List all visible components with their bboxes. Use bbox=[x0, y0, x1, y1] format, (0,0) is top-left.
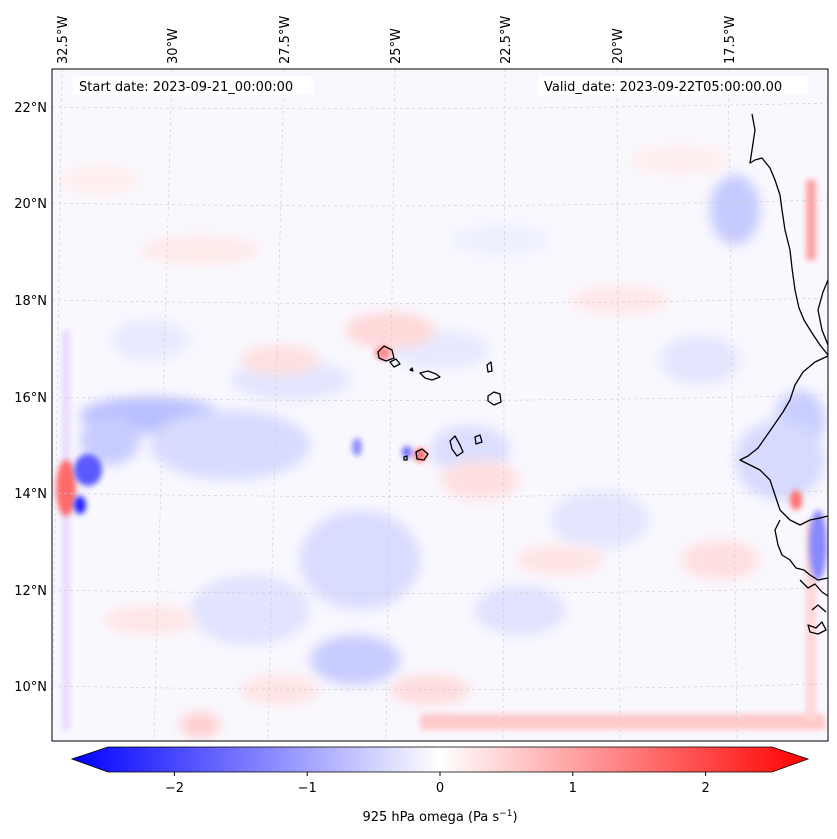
colorbar-tick-label: 1 bbox=[569, 781, 577, 796]
lat-label: 10°N bbox=[14, 680, 47, 695]
colorbar-ticks: −2 −1 0 1 2 bbox=[165, 772, 710, 796]
colorbar-body bbox=[70, 746, 810, 773]
map-panel bbox=[52, 69, 828, 741]
eastern-boundary-band bbox=[806, 180, 816, 260]
colorbar: −2 −1 0 1 2 925 hPa omega (Pa s−1) bbox=[70, 746, 810, 825]
start-date-box: Start date: 2023-09-21_00:00:00 bbox=[73, 76, 313, 95]
colorbar-label-close: ) bbox=[512, 810, 517, 825]
colorbar-tick-label: 0 bbox=[436, 781, 444, 796]
lon-label: 20°W bbox=[611, 28, 626, 64]
colorbar-label-text: 925 hPa omega (Pa s bbox=[362, 810, 499, 825]
coast-islets bbox=[799, 579, 828, 635]
fogo-island bbox=[415, 448, 429, 461]
colorbar-label: 925 hPa omega (Pa s−1) bbox=[362, 809, 517, 825]
positive-omega-patches bbox=[60, 145, 760, 737]
santo-antao-island bbox=[377, 345, 395, 362]
colorbar-label-exponent: −1 bbox=[499, 809, 512, 819]
boa-vista-island bbox=[487, 391, 502, 406]
lat-label: 22°N bbox=[14, 101, 47, 116]
meridian-22-5w bbox=[502, 69, 506, 741]
eastern-boundary-band-low bbox=[806, 520, 816, 720]
meridian-30w bbox=[153, 69, 173, 741]
meridian-27-5w bbox=[267, 69, 285, 741]
meridian-32-5w bbox=[52, 69, 63, 741]
lat-label: 12°N bbox=[14, 584, 47, 599]
islet-small bbox=[409, 367, 414, 372]
negative-omega-patches bbox=[80, 175, 825, 685]
sao-nicolau-island bbox=[419, 370, 441, 381]
parallel-20n bbox=[52, 199, 828, 207]
sao-vicente-island bbox=[389, 358, 401, 368]
western-boundary-band bbox=[62, 330, 70, 730]
meridian-25w bbox=[385, 69, 396, 741]
maio-island bbox=[474, 434, 483, 445]
colorbar-tick-label: 2 bbox=[701, 781, 709, 796]
graticule bbox=[52, 69, 828, 741]
lon-label: 32.5°W bbox=[56, 16, 71, 64]
parallel-10n bbox=[52, 683, 828, 690]
lat-label: 18°N bbox=[14, 294, 47, 309]
parallel-22n bbox=[52, 102, 828, 110]
lon-label: 25°W bbox=[389, 28, 404, 64]
omega-field bbox=[56, 145, 827, 737]
valid-date-label: Valid_date: 2023-09-22T05:00:00.00 bbox=[544, 80, 782, 95]
lon-label: 30°W bbox=[166, 28, 181, 64]
sal-island bbox=[486, 361, 493, 373]
brava-island bbox=[403, 455, 408, 461]
latitude-labels: 22°N 20°N 18°N 16°N 14°N 12°N 10°N bbox=[14, 101, 47, 695]
strong-omega-features bbox=[56, 346, 827, 580]
guinea-bissau-coast bbox=[774, 519, 828, 581]
meridian-17-5w bbox=[727, 69, 738, 741]
coastlines bbox=[377, 113, 828, 635]
colorbar-tick-label: −2 bbox=[165, 781, 184, 796]
meridian-20w bbox=[616, 69, 621, 741]
parallel-16n bbox=[52, 394, 828, 401]
colorbar-tick-label: −1 bbox=[298, 781, 317, 796]
parallel-18n bbox=[52, 297, 828, 304]
lon-label: 27.5°W bbox=[278, 16, 293, 64]
lat-label: 16°N bbox=[14, 391, 47, 406]
lat-label: 14°N bbox=[14, 487, 47, 502]
lon-label: 17.5°W bbox=[723, 16, 738, 64]
southern-boundary-band bbox=[420, 714, 825, 730]
santiago-island bbox=[449, 435, 464, 457]
longitude-labels: 32.5°W 30°W 27.5°W 25°W 22.5°W 20°W 17.5… bbox=[56, 16, 738, 64]
parallel-12n bbox=[52, 587, 828, 594]
lon-label: 22.5°W bbox=[499, 16, 514, 64]
start-date-label: Start date: 2023-09-21_00:00:00 bbox=[79, 80, 293, 95]
lat-label: 20°N bbox=[14, 197, 47, 212]
parallel-14n bbox=[52, 490, 828, 497]
africa-coastline bbox=[739, 113, 828, 526]
valid-date-box: Valid_date: 2023-09-22T05:00:00.00 bbox=[538, 76, 808, 95]
map-frame bbox=[51, 68, 829, 742]
